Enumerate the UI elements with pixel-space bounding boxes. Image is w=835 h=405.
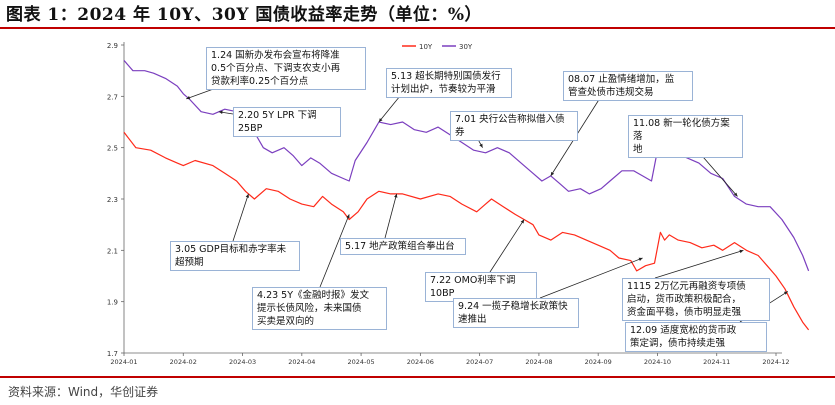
series-line-10y <box>123 131 810 331</box>
annotation-arrow <box>384 193 398 239</box>
annotation-a13: 12.09 适度宽松的货币政 策定调，债市持续走强 <box>625 322 767 352</box>
annotation-a9: 08.07 止盈情绪增加，监 管查处债市违规交易 <box>563 71 693 101</box>
annotation-a2: 2.20 5Y LPR 下调25BP <box>233 107 341 137</box>
annotation-line: 3.05 GDP目标和赤字率未 <box>175 244 287 255</box>
annotation-arrowhead <box>245 193 250 198</box>
figure-title: 图表 1：2024 年 10Y、30Y 国债收益率走势（单位：%） <box>6 5 483 25</box>
x-tick-label: 2024-05 <box>348 358 375 366</box>
annotation-line: 超预期 <box>175 257 204 268</box>
annotation-line: 策定调，债市持续走强 <box>630 338 726 349</box>
annotation-line: 4.23 5Y《金融时报》发文 <box>257 290 370 301</box>
annotation-arrowhead <box>218 110 223 115</box>
annotation-arrowhead <box>550 171 555 176</box>
annotation-line: 5.13 超长期特别国债发行 <box>391 71 501 82</box>
annotation-arrowhead <box>378 118 383 122</box>
annotation-line: 7.22 OMO利率下调10BP <box>430 275 516 299</box>
annotation-a3: 3.05 GDP目标和赤字率未 超预期 <box>170 241 300 271</box>
annotation-line: 12.09 适度宽松的货币政 <box>630 325 737 336</box>
annotation-line: 买卖是双向的 <box>257 316 315 327</box>
annotation-line: 贷款利率0.25个百分点 <box>211 76 309 87</box>
annotation-line: 资金面平稳，债市明显走强 <box>627 307 742 318</box>
annotation-arrowhead <box>638 257 643 261</box>
legend-label-30y: 30Y <box>459 43 473 51</box>
annotation-arrowhead <box>479 143 483 148</box>
y-tick-label: 2.9 <box>107 42 118 50</box>
legend-label-10y: 10Y <box>419 43 433 51</box>
annotation-a8: 7.22 OMO利率下调10BP <box>425 272 537 302</box>
x-tick-label: 2024-06 <box>407 358 434 366</box>
x-tick-label: 2024-12 <box>762 358 789 366</box>
annotation-arrowhead <box>733 192 738 197</box>
annotation-line: 11.08 新一轮化债方案落 <box>633 118 730 142</box>
annotation-arrow <box>654 249 744 279</box>
annotation-a1: 1.24 国新办发布会宣布将降准 0.5个百分点、下调支农支小再 贷款利率0.25个… <box>206 47 366 90</box>
x-tick-label: 2024-11 <box>703 358 730 366</box>
annotation-arrowhead <box>394 193 398 198</box>
annotation-line: 08.07 止盈情绪增加，监 <box>568 74 675 85</box>
annotation-line: 1.24 国新办发布会宣布将降准 <box>211 50 340 61</box>
annotation-arrow <box>319 214 350 288</box>
x-tick-label: 2024-03 <box>229 358 256 366</box>
annotation-line: 速推出 <box>458 314 487 325</box>
annotation-arrowhead <box>346 214 350 219</box>
x-tick-label: 2024-01 <box>110 358 137 366</box>
annotation-line: 地 <box>633 144 643 155</box>
annotation-arrowhead <box>783 291 788 295</box>
annotation-a11: 11.08 新一轮化债方案落地 <box>628 115 743 158</box>
annotation-line: 9.24 一揽子稳增长政策快 <box>458 301 568 312</box>
annotation-line: 7.01 央行公告称拟借入债券 <box>455 114 565 138</box>
annotation-line: 启动，货币政策积极配合， <box>627 294 742 305</box>
annotation-arrow <box>378 95 401 123</box>
annotation-line: 2.20 5Y LPR 下调25BP <box>238 110 317 134</box>
annotation-arrow <box>539 257 643 299</box>
annotation-a7: 7.01 央行公告称拟借入债券 <box>450 111 578 141</box>
y-tick-label: 2.3 <box>107 196 118 204</box>
annotation-arrowhead <box>520 219 525 224</box>
x-tick-label: 2024-02 <box>170 358 197 366</box>
annotation-line: 计划出炉，节奏较为平滑 <box>391 84 496 95</box>
y-tick-label: 1.9 <box>107 299 118 307</box>
annotation-arrowhead <box>186 96 191 100</box>
y-tick-label: 2.5 <box>107 145 118 153</box>
annotation-arrow <box>489 219 525 273</box>
annotation-a10: 9.24 一揽子稳增长政策快 速推出 <box>453 298 579 328</box>
annotation-arrow <box>232 193 249 242</box>
y-tick-label: 2.1 <box>107 247 118 255</box>
annotation-a6: 5.17 地产政策组合拳出台 <box>340 238 466 255</box>
x-tick-label: 2024-10 <box>644 358 671 366</box>
annotation-line: 5.17 地产政策组合拳出台 <box>345 241 455 252</box>
annotation-line: 提示长债风险，未来国债 <box>257 303 362 314</box>
x-tick-label: 2024-08 <box>525 358 552 366</box>
x-tick-label: 2024-07 <box>466 358 493 366</box>
y-tick-label: 1.7 <box>107 350 118 358</box>
source-note: 资料来源：Wind，华创证券 <box>8 385 159 399</box>
annotation-a5: 5.13 超长期特别国债发行 计划出炉，节奏较为平滑 <box>386 68 512 98</box>
y-tick-label: 2.7 <box>107 93 118 101</box>
annotation-line: 管查处债市违规交易 <box>568 87 654 98</box>
bottom-rule <box>0 376 835 378</box>
annotation-a4: 4.23 5Y《金融时报》发文 提示长债风险，未来国债 买卖是双向的 <box>252 287 387 330</box>
annotation-arrowhead <box>739 249 744 254</box>
x-tick-label: 2024-09 <box>585 358 612 366</box>
annotation-a12: 1115 2万亿元再融资专项债 启动，货币政策积极配合， 资金面平稳，债市明显走强 <box>622 278 770 321</box>
x-tick-label: 2024-04 <box>288 358 315 366</box>
annotation-line: 1115 2万亿元再融资专项债 <box>627 281 746 292</box>
top-rule <box>0 27 835 29</box>
annotation-line: 0.5个百分点、下调支农支小再 <box>211 63 341 74</box>
